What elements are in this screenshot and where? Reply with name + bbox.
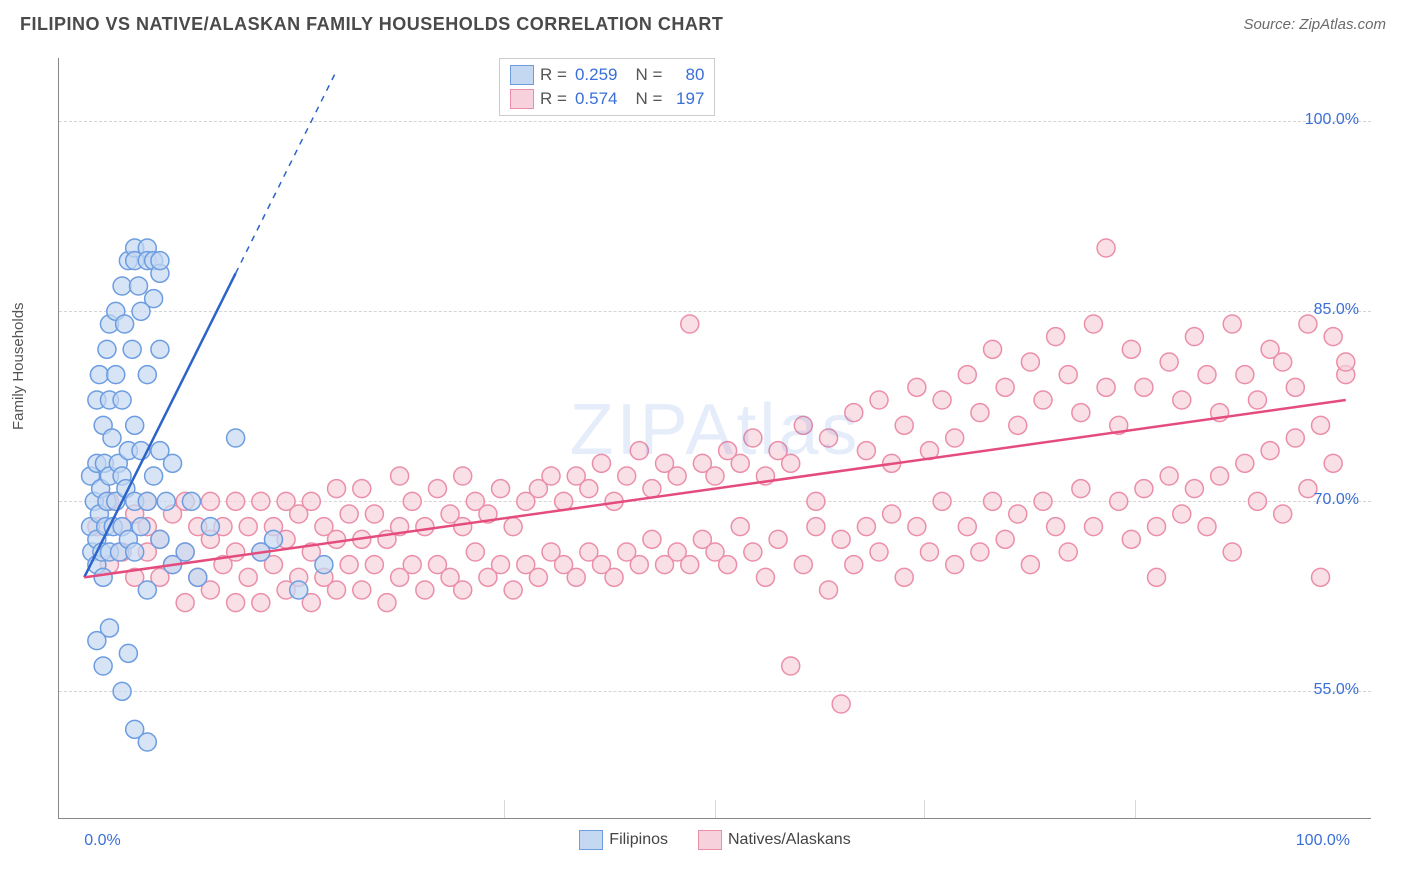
stats-row-natives: R =0.574 N =197 [510,87,704,111]
x-tick-label: 0.0% [84,832,120,850]
legend-label: Natives/Alaskans [728,831,851,849]
scatter-plot [59,58,1371,818]
x-tick-label: 100.0% [1296,832,1350,850]
chart-area: ZIPAtlas R =0.259 N =80 R =0.574 N =197 … [58,58,1371,819]
r-value-natives: 0.574 [575,89,618,109]
swatch-filipinos [510,65,534,85]
swatch-icon [579,830,603,850]
legend-label: Filipinos [609,831,668,849]
series-legend: Filipinos Natives/Alaskans [59,830,1371,850]
y-tick-label: 85.0% [1279,301,1359,319]
legend-item-filipinos: Filipinos [579,830,668,850]
y-tick-label: 55.0% [1279,681,1359,699]
swatch-natives [510,89,534,109]
legend-item-natives: Natives/Alaskans [698,830,851,850]
y-axis-label: Family Households [10,302,27,430]
chart-title: FILIPINO VS NATIVE/ALASKAN FAMILY HOUSEH… [20,14,723,35]
r-value-filipinos: 0.259 [575,65,618,85]
stats-legend: R =0.259 N =80 R =0.574 N =197 [499,58,715,116]
n-value-filipinos: 80 [670,65,704,85]
y-tick-label: 100.0% [1279,111,1359,129]
stats-row-filipinos: R =0.259 N =80 [510,63,704,87]
y-tick-label: 70.0% [1279,491,1359,509]
source-label: Source: ZipAtlas.com [1243,16,1386,33]
n-value-natives: 197 [670,89,704,109]
swatch-icon [698,830,722,850]
